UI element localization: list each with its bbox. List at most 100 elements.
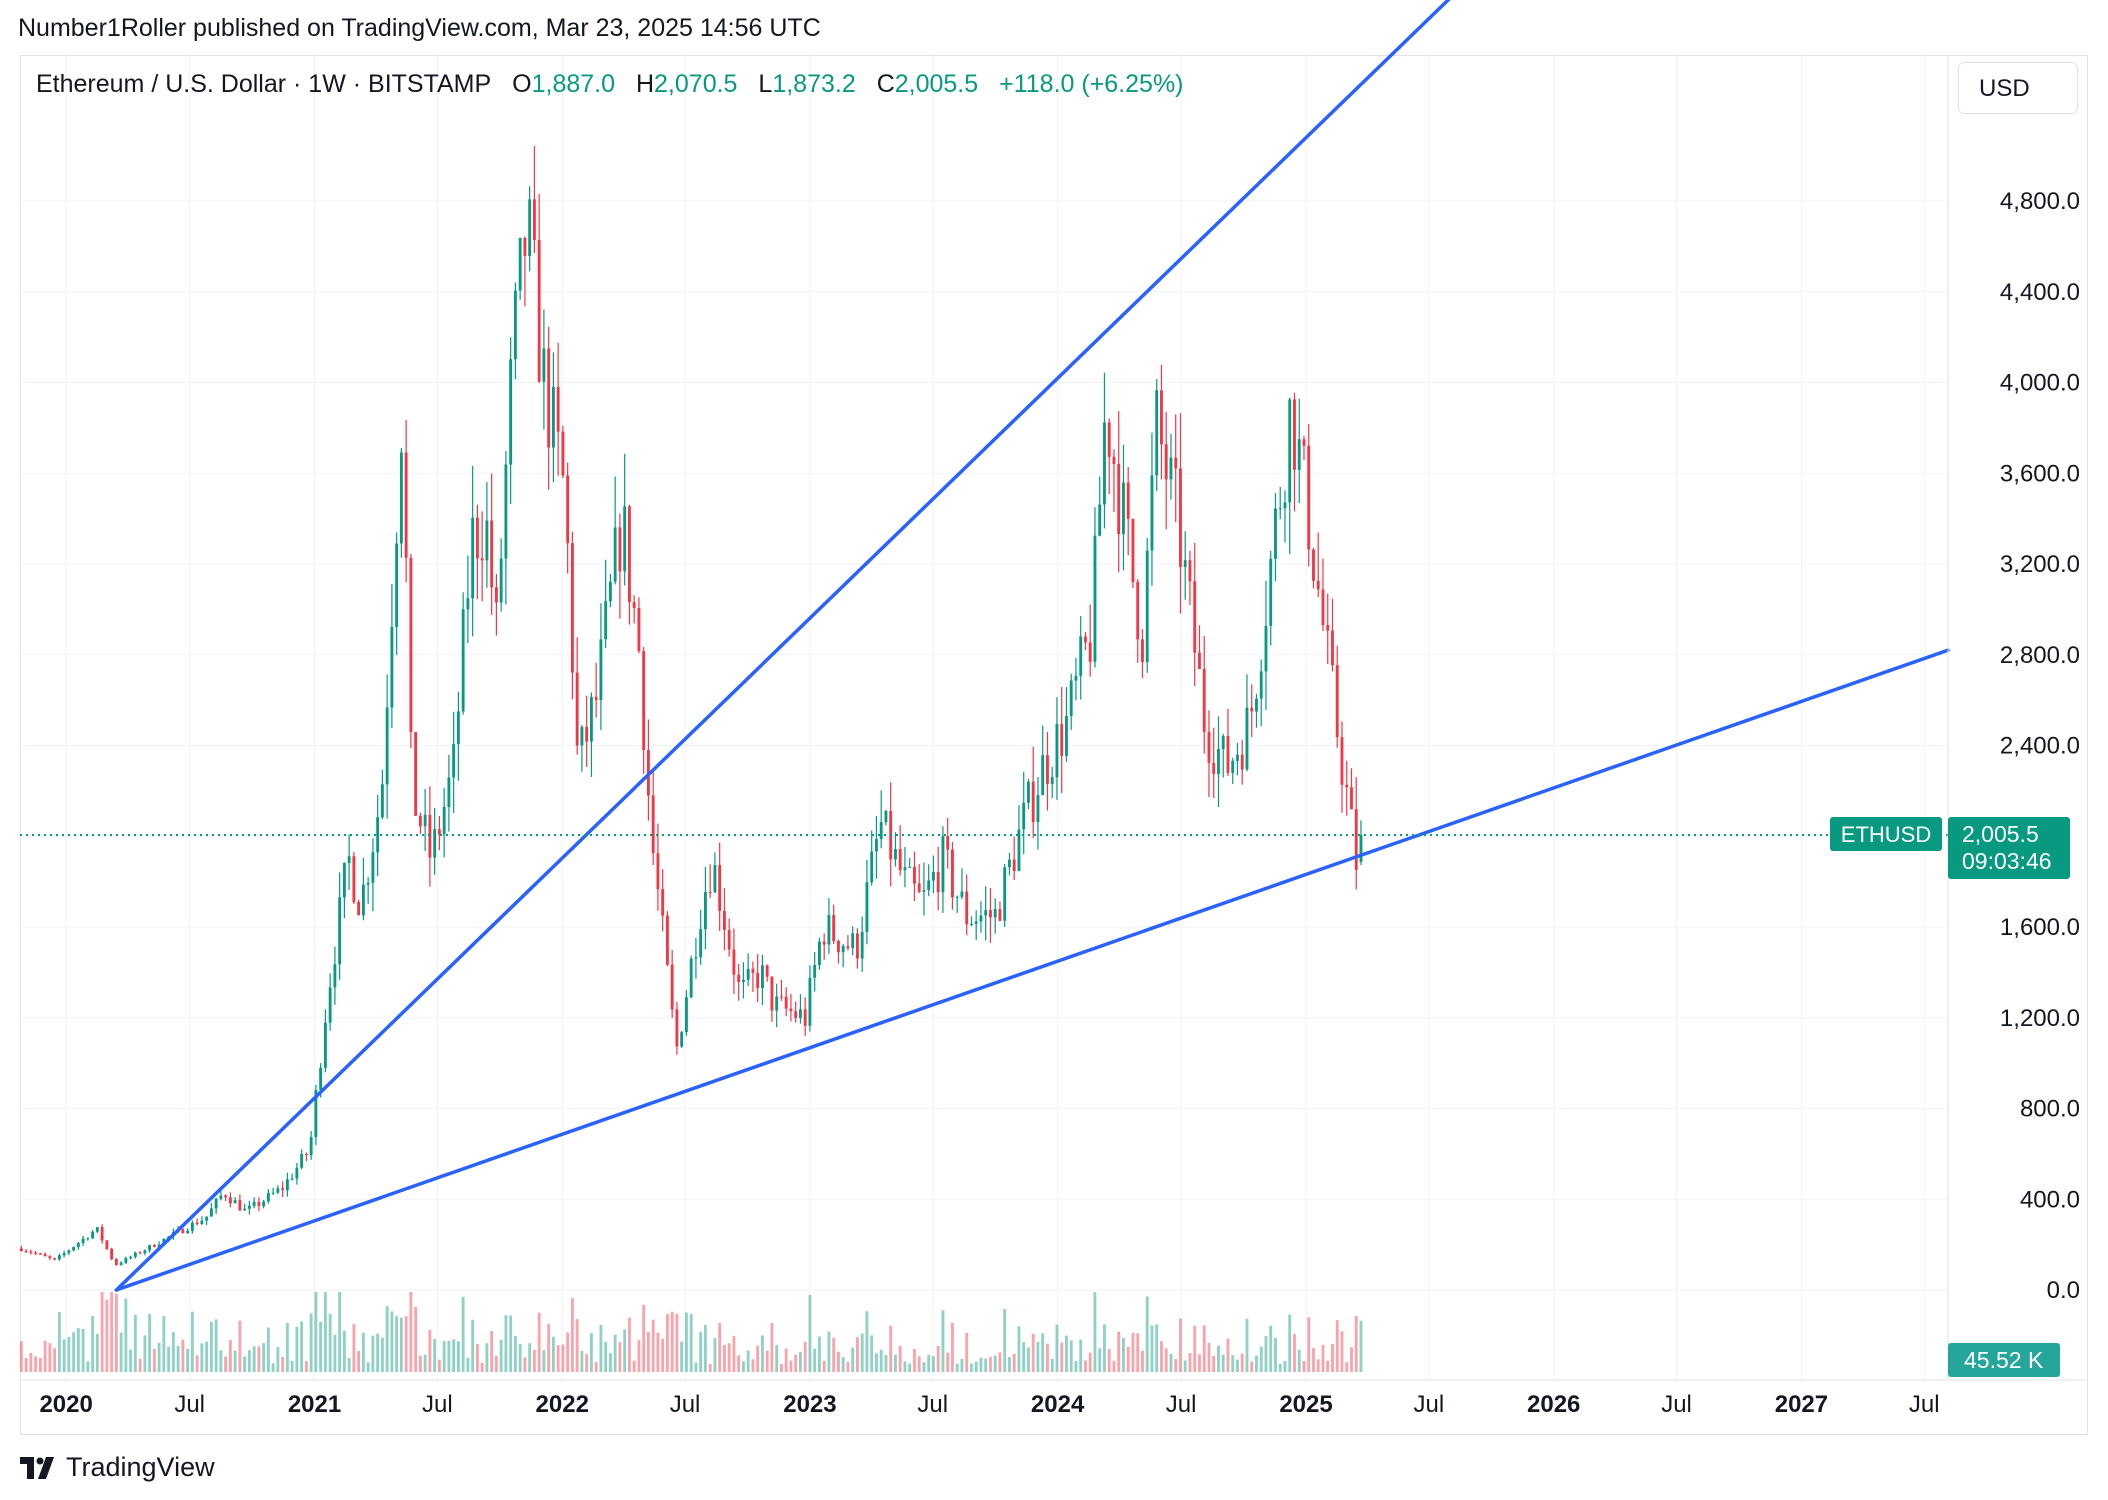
grid-lines <box>20 55 1948 1380</box>
volume-bar <box>157 1342 161 1372</box>
candle-body <box>133 1252 137 1257</box>
price-axis[interactable]: 4,800.0 4,400.0 4,000.0 3,600.0 3,200.0 2,800… <box>2000 188 2080 1304</box>
candle-body <box>903 867 907 871</box>
volume-bar <box>309 1313 313 1372</box>
volume-bar <box>1231 1355 1235 1372</box>
candle-body <box>1003 867 1007 921</box>
currency-button[interactable]: USD <box>1958 62 2078 114</box>
candle-body <box>1259 671 1263 699</box>
candle-body <box>319 1067 323 1090</box>
symbol-description[interactable]: Ethereum / U.S. Dollar · 1W · BITSTAMP <box>36 70 492 98</box>
candle-body <box>1250 707 1254 712</box>
volume-bar <box>756 1345 760 1372</box>
candle-body <box>67 1250 71 1253</box>
volume-bar <box>1179 1318 1182 1372</box>
candle-body <box>238 1200 242 1211</box>
candle-body <box>347 856 351 863</box>
volume-bar <box>138 1358 142 1372</box>
volume-bar <box>456 1341 460 1372</box>
candle-body <box>1131 518 1135 583</box>
volume-bar <box>214 1319 218 1372</box>
open-label: O <box>512 70 532 98</box>
candle-body <box>1169 457 1173 480</box>
volume-bar <box>224 1356 228 1372</box>
candle-body <box>1103 422 1106 505</box>
candle-body <box>589 696 593 742</box>
volume-bar <box>295 1326 299 1372</box>
candle-body <box>556 386 560 432</box>
volume-bar <box>1198 1354 1201 1372</box>
trendline <box>114 0 1451 1292</box>
low-value: 1,873.2 <box>772 70 856 98</box>
volume-bar <box>1202 1325 1206 1372</box>
volume-bar <box>922 1362 926 1372</box>
volume-bar <box>875 1353 878 1372</box>
volume-bar <box>1226 1338 1230 1372</box>
candle-body <box>1107 422 1111 457</box>
x-tick-label: 2026 <box>1527 1391 1580 1418</box>
candle-body <box>428 814 432 858</box>
volume-bar <box>110 1292 114 1372</box>
volume-bar <box>713 1338 717 1372</box>
candle-body <box>1060 723 1064 756</box>
volume-bar <box>1302 1361 1306 1372</box>
volume-bar <box>190 1311 194 1372</box>
candle-body <box>627 506 631 603</box>
volume-bar <box>81 1328 85 1372</box>
volume-bar <box>1297 1349 1301 1372</box>
volume-bar <box>1316 1359 1320 1372</box>
volume-bar <box>1259 1346 1263 1372</box>
candle-body <box>504 464 508 559</box>
volume-bar <box>475 1344 479 1372</box>
trendlines[interactable] <box>114 0 1950 1292</box>
volume-bar <box>105 1299 109 1372</box>
volume-bar <box>1008 1357 1011 1372</box>
candle-body <box>1255 698 1258 712</box>
candle-body <box>1316 580 1320 590</box>
candle-body <box>670 964 674 1010</box>
candle-body <box>1359 835 1363 862</box>
time-axis[interactable]: 2020 Jul 2021 Jul 2022 Jul 2023 Jul 2024 Jul 2025 J… <box>39 1391 1939 1418</box>
candle-body <box>509 359 513 465</box>
candle-body <box>243 1208 247 1211</box>
candle-body <box>1074 675 1078 681</box>
volume-bar <box>485 1343 489 1372</box>
volume-bar <box>219 1350 223 1372</box>
volume-bar <box>632 1360 636 1372</box>
volume-bar <box>1169 1353 1173 1372</box>
volume-bar <box>228 1340 232 1372</box>
candle-body <box>1145 550 1149 663</box>
candle-body <box>1012 859 1016 871</box>
volume-bar <box>252 1346 256 1372</box>
candle-body <box>1050 777 1054 784</box>
candle-body <box>661 889 665 916</box>
candle-body <box>794 1011 798 1019</box>
volume-bar <box>1141 1350 1144 1372</box>
volume-bar <box>48 1343 52 1372</box>
candle-body <box>1202 668 1206 732</box>
candle-body <box>1126 482 1130 519</box>
candle-body <box>471 517 475 599</box>
candle-body <box>1350 787 1353 810</box>
volume-bar <box>689 1313 693 1372</box>
candle-body <box>632 602 636 609</box>
volume-bar <box>62 1339 66 1372</box>
volume-bar <box>589 1332 593 1372</box>
tradingview-logo[interactable]: TradingView <box>20 1452 215 1483</box>
candle-body <box>466 598 470 610</box>
volume-bar <box>1340 1331 1344 1372</box>
volume-bar <box>209 1321 213 1372</box>
volume-bar <box>1354 1316 1358 1372</box>
candle-body <box>756 972 760 989</box>
last-price-value: 2,005.5 <box>1962 821 2039 847</box>
candle-body <box>1088 642 1092 662</box>
volume-bar <box>57 1312 61 1372</box>
volume-bar <box>509 1315 513 1372</box>
candle-body <box>837 940 840 953</box>
volume-bar <box>1136 1333 1140 1372</box>
candle-body <box>266 1192 270 1202</box>
volume-bar <box>490 1331 494 1372</box>
volume-bar <box>1350 1347 1353 1372</box>
volume-bar <box>965 1332 969 1372</box>
